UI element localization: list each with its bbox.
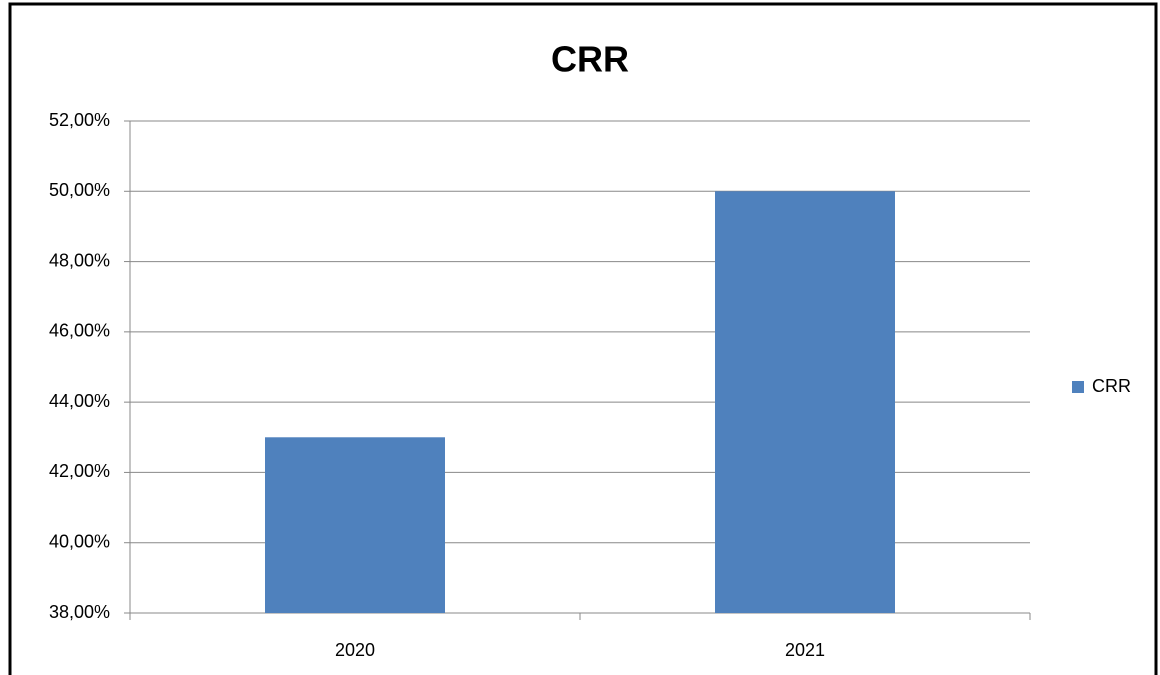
y-tick-label: 48,00%: [49, 250, 110, 270]
legend-swatch: [1072, 381, 1084, 393]
y-tick-label: 40,00%: [49, 531, 110, 551]
y-tick-label: 42,00%: [49, 461, 110, 481]
y-tick-label: 38,00%: [49, 602, 110, 622]
bar: [715, 191, 895, 614]
y-tick-label: 46,00%: [49, 321, 110, 341]
chart-title: CRR: [551, 39, 629, 80]
y-tick-label: 50,00%: [49, 180, 110, 200]
chart-frame: [8, 2, 1158, 675]
x-tick-label: 2021: [785, 640, 825, 660]
y-tick-label: 44,00%: [49, 391, 110, 411]
bar: [265, 437, 445, 613]
y-tick-label: 52,00%: [49, 110, 110, 130]
x-tick-label: 2020: [335, 640, 375, 660]
legend-label: CRR: [1092, 376, 1131, 396]
